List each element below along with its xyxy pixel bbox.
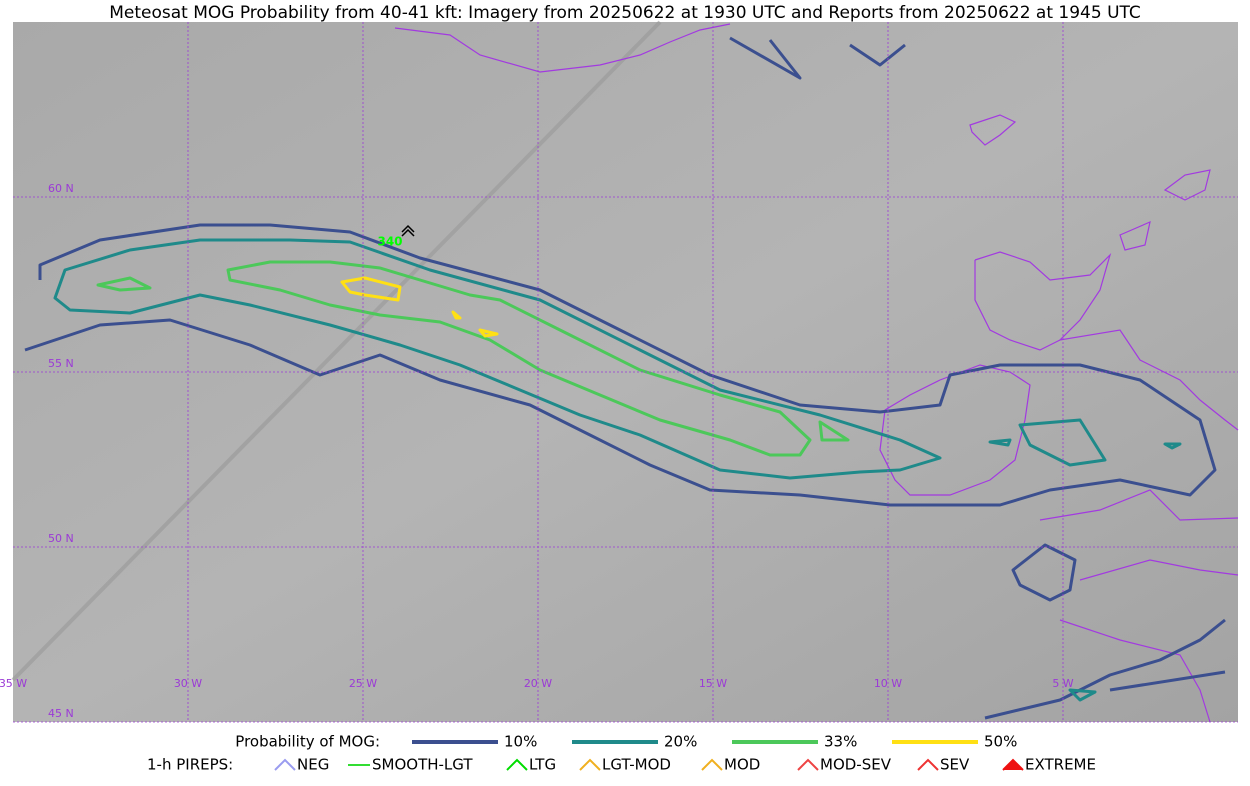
pirep-icon <box>701 758 723 771</box>
lon-label: 20 W <box>524 677 552 690</box>
contour-10 <box>729 36 906 80</box>
lat-label: 50 N <box>48 532 74 545</box>
pirep-label: MOD <box>724 756 760 774</box>
legend-title: Probability of MOG: <box>235 733 380 751</box>
coastlines <box>394 23 1239 723</box>
lon-label: 10 W <box>874 677 902 690</box>
pirep-marker <box>401 224 415 237</box>
lat-label: 55 N <box>48 357 74 370</box>
probability-contours <box>24 36 1226 720</box>
pirep-label: SEV <box>940 756 970 774</box>
report-label: 340 <box>377 235 402 249</box>
pirep-icon <box>797 758 819 771</box>
pirep-icon <box>506 758 528 771</box>
legend-label: 10% <box>504 733 537 751</box>
pirep-label: LGT-MOD <box>602 756 671 774</box>
pirep-icon <box>579 758 601 771</box>
pirep-label: SMOOTH-LGT <box>372 756 473 774</box>
pirep-icon <box>1002 758 1024 771</box>
lon-label: 5 W <box>1052 677 1073 690</box>
pirep-label: EXTREME <box>1025 756 1096 774</box>
pirep-title: 1-h PIREPS: <box>147 756 233 774</box>
contour-20 <box>53 238 942 480</box>
contour-10 <box>984 543 1226 720</box>
contour-50 <box>340 276 499 338</box>
contour-33 <box>96 260 850 457</box>
legend-label: 33% <box>824 733 857 751</box>
lat-label: 60 N <box>48 182 74 195</box>
pirep-label: MOD-SEV <box>820 756 892 774</box>
lon-label: 25 W <box>349 677 377 690</box>
pirep-label: LTG <box>529 756 556 774</box>
lon-label: 15 W <box>699 677 727 690</box>
pirep-label: NEG <box>297 756 329 774</box>
lat-label: 45 N <box>48 707 74 720</box>
legend-label: 50% <box>984 733 1017 751</box>
pirep-icon <box>274 758 296 771</box>
pirep-icon <box>917 758 939 771</box>
lon-label: 30 W <box>174 677 202 690</box>
map-title: Meteosat MOG Probability from 40-41 kft:… <box>109 3 1141 23</box>
legend-label: 20% <box>664 733 697 751</box>
image-seam <box>11 20 662 682</box>
lon-label: 35 W <box>0 677 27 690</box>
contour-20 <box>988 418 1182 702</box>
contour-10 <box>24 223 1217 507</box>
